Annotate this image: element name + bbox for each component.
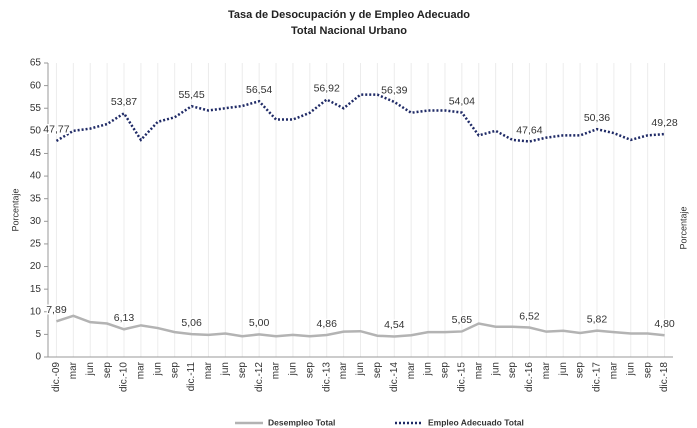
x-tick-label: dic.-18 bbox=[659, 362, 670, 392]
data-label: 4,86 bbox=[316, 318, 337, 330]
x-tick-label: mar bbox=[541, 361, 552, 379]
y-axis-label: Porcentaje bbox=[10, 188, 20, 231]
x-tick-label: sep bbox=[304, 362, 315, 379]
y-tick-label: 45 bbox=[30, 148, 42, 159]
x-tick-label: sep bbox=[169, 362, 180, 379]
data-label: 56,39 bbox=[381, 85, 407, 97]
x-tick-label: dic.-16 bbox=[524, 362, 535, 392]
series-line bbox=[55, 93, 665, 143]
x-tick-label: jun bbox=[625, 362, 636, 376]
data-label: 56,92 bbox=[314, 82, 340, 94]
data-label: 4,54 bbox=[384, 319, 405, 331]
x-tick-label: mar bbox=[136, 361, 147, 379]
y-tick-label: 30 bbox=[30, 216, 42, 227]
x-tick-label: mar bbox=[473, 361, 484, 379]
y2-axis-label: Porcentaje bbox=[678, 206, 688, 249]
y-tick-label: 0 bbox=[35, 352, 41, 363]
x-tick-label: dic.-10 bbox=[119, 362, 130, 392]
y-tick-label: 35 bbox=[30, 193, 42, 204]
data-label: 6,52 bbox=[519, 310, 540, 322]
x-tick-label: mar bbox=[203, 361, 214, 379]
y-tick-label: 10 bbox=[30, 306, 42, 317]
data-label: 5,06 bbox=[181, 317, 202, 329]
series-line bbox=[56, 314, 665, 338]
data-label: 50,36 bbox=[584, 112, 610, 124]
y-tick-label: 20 bbox=[30, 261, 42, 272]
data-label: 5,00 bbox=[249, 317, 270, 329]
data-label: 47,64 bbox=[516, 124, 542, 136]
x-tick-label: sep bbox=[372, 362, 383, 379]
data-label: 7,89 bbox=[46, 304, 67, 316]
x-tick-label: sep bbox=[440, 362, 451, 379]
x-tick-label: dic.-15 bbox=[456, 362, 467, 392]
x-tick-label: mar bbox=[609, 361, 620, 379]
x-tick-label: jun bbox=[288, 362, 299, 376]
x-tick-label: jun bbox=[85, 362, 96, 376]
legend-label: Empleo Adecuado Total bbox=[428, 417, 524, 427]
data-label: 6,13 bbox=[114, 312, 135, 324]
x-tick-label: jun bbox=[355, 362, 366, 376]
legend-label: Desempleo Total bbox=[268, 417, 335, 427]
chart-title: Tasa de Desocupación y de Empleo Adecuad… bbox=[228, 9, 470, 21]
y-tick-label: 25 bbox=[30, 239, 42, 250]
data-label: 49,28 bbox=[651, 117, 677, 129]
x-tick-label: mar bbox=[338, 361, 349, 379]
x-tick-label: mar bbox=[68, 361, 79, 379]
y-tick-label: 5 bbox=[35, 329, 41, 340]
x-tick-label: dic.-17 bbox=[592, 362, 603, 392]
data-label: 4,80 bbox=[654, 318, 675, 330]
x-tick-label: sep bbox=[575, 362, 586, 379]
x-tick-label: dic.-11 bbox=[186, 362, 197, 392]
x-tick-label: sep bbox=[642, 362, 653, 379]
x-tick-label: jun bbox=[152, 362, 163, 376]
y-tick-label: 15 bbox=[30, 284, 42, 295]
x-tick-label: dic.-09 bbox=[51, 362, 62, 392]
x-tick-label: sep bbox=[102, 362, 113, 379]
data-label: 55,45 bbox=[178, 89, 204, 101]
x-tick-label: mar bbox=[271, 361, 282, 379]
data-label: 47,77 bbox=[43, 124, 69, 136]
y-tick-label: 40 bbox=[30, 171, 42, 182]
data-label: 53,87 bbox=[111, 96, 137, 108]
data-label: 54,04 bbox=[449, 95, 475, 107]
x-tick-label: dic.-12 bbox=[254, 362, 265, 392]
x-tick-label: dic.-13 bbox=[321, 362, 332, 392]
data-label: 56,54 bbox=[246, 84, 272, 96]
x-tick-label: dic.-14 bbox=[389, 362, 400, 392]
y-tick-label: 50 bbox=[30, 125, 42, 136]
x-tick-label: sep bbox=[237, 362, 248, 379]
chart-subtitle: Total Nacional Urbano bbox=[291, 25, 407, 37]
y-tick-label: 60 bbox=[30, 80, 42, 91]
y-tick-label: 65 bbox=[30, 58, 42, 69]
data-label: 5,82 bbox=[587, 313, 608, 325]
x-tick-label: jun bbox=[490, 362, 501, 376]
x-tick-label: mar bbox=[406, 361, 417, 379]
y-tick-label: 55 bbox=[30, 103, 42, 114]
x-tick-label: sep bbox=[507, 362, 518, 379]
x-tick-label: jun bbox=[220, 362, 231, 376]
data-label: 5,65 bbox=[452, 314, 473, 326]
x-tick-label: jun bbox=[423, 362, 434, 376]
x-tick-label: jun bbox=[558, 362, 569, 376]
